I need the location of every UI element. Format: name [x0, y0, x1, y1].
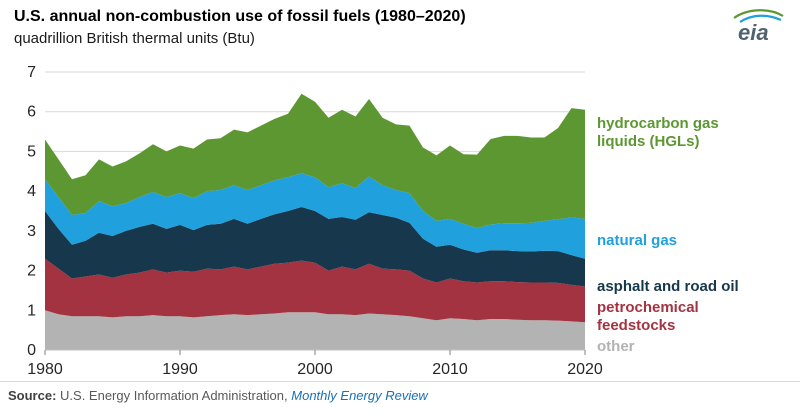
legend-hgl-label: hydrocarbon gas liquids (HGLs) — [597, 115, 719, 150]
legend-petrochemical-label: petrochemical feedstocks — [597, 299, 699, 334]
chart-subtitle: quadrillion British thermal units (Btu) — [14, 30, 255, 47]
footer-divider — [0, 381, 800, 382]
source-label: Source: — [8, 388, 57, 403]
eia-logo-graphic: eia — [733, 9, 784, 45]
logo-swoosh-blue — [739, 14, 782, 23]
svg-text:2010: 2010 — [432, 361, 468, 378]
logo-swoosh-green — [733, 9, 784, 19]
logo-text: eia — [738, 20, 769, 44]
legend-asphalt-label: asphalt and road oil — [597, 278, 739, 295]
legend-other-label: other — [597, 338, 635, 355]
svg-text:5: 5 — [27, 143, 36, 160]
source-line: Source: U.S. Energy Information Administ… — [8, 388, 428, 403]
svg-text:2000: 2000 — [297, 361, 333, 378]
legend-natural-gas-label: natural gas — [597, 232, 678, 249]
svg-text:2020: 2020 — [567, 361, 603, 378]
source-text: U.S. Energy Information Administration, — [60, 388, 288, 403]
svg-text:1990: 1990 — [162, 361, 198, 378]
svg-text:0: 0 — [27, 342, 36, 359]
svg-text:7: 7 — [27, 64, 36, 81]
svg-text:6: 6 — [27, 104, 36, 121]
svg-text:1980: 1980 — [27, 361, 63, 378]
svg-text:3: 3 — [27, 223, 36, 240]
svg-text:4: 4 — [27, 183, 36, 200]
chart-title: U.S. annual non-combustion use of fossil… — [14, 8, 466, 25]
svg-text:2: 2 — [27, 263, 36, 280]
eia-logo: eia — [730, 6, 786, 49]
source-link[interactable]: Monthly Energy Review — [291, 388, 428, 403]
svg-text:1: 1 — [27, 302, 36, 319]
